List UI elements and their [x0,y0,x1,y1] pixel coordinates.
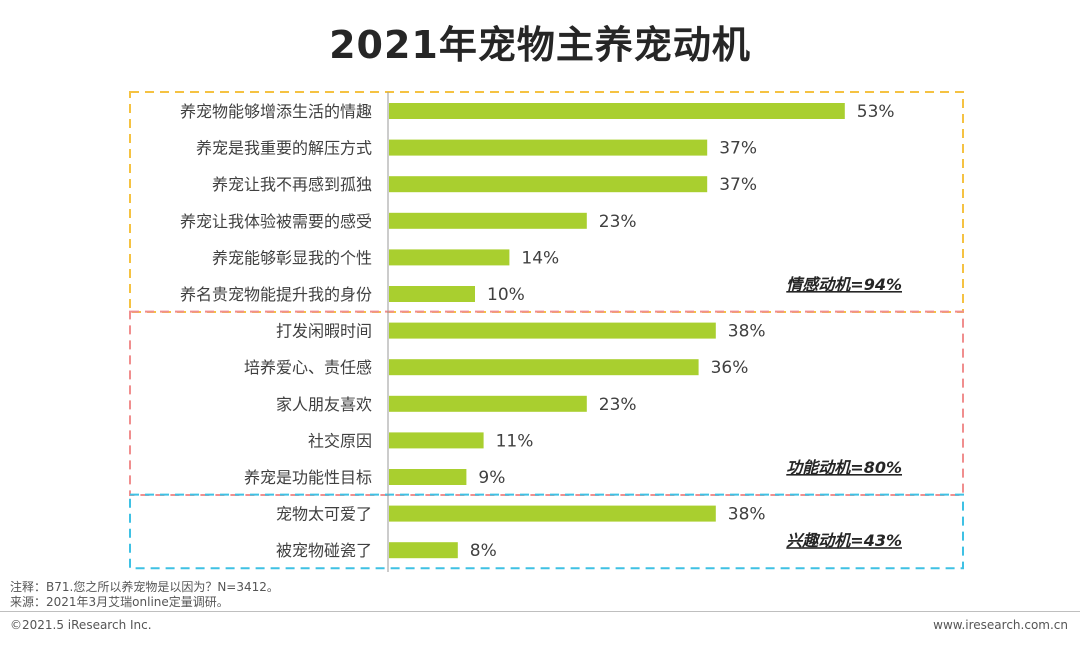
group-box-0 [129,91,964,313]
category-label-12: 被宠物碰瓷了 [276,541,372,560]
value-label-4: 14% [521,248,559,268]
category-label-4: 养宠能够彰显我的个性 [212,248,372,267]
bar-9 [389,432,484,449]
category-label-3: 养宠让我体验被需要的感受 [180,212,372,231]
category-label-8: 家人朋友喜欢 [276,395,372,414]
category-label-1: 养宠是我重要的解压方式 [196,139,372,158]
bar-0 [389,103,845,119]
bar-4 [389,249,510,266]
page-title: 2021年宠物主养宠动机 [329,23,751,67]
value-label-8: 23% [599,395,637,415]
value-label-3: 23% [599,212,637,232]
value-label-11: 38% [728,505,766,525]
category-label-0: 养宠物能够增添生活的情趣 [180,102,372,121]
value-label-7: 36% [711,358,749,378]
category-label-11: 宠物太可爱了 [276,505,372,524]
category-label-5: 养名贵宠物能提升我的身份 [180,285,372,304]
bar-8 [389,395,587,412]
group-box-1 [129,310,964,496]
footer-divider [0,611,1080,612]
category-label-6: 打发闲暇时间 [276,322,372,341]
bar-6 [389,322,716,339]
value-label-6: 38% [728,322,766,342]
bar-10 [389,469,467,485]
motivation-bar-chart: 养宠物能够增添生活的情趣养宠是我重要的解压方式养宠让我不再感到孤独养宠让我体验被… [129,91,964,572]
value-label-0: 53% [857,102,895,122]
category-labels: 养宠物能够增添生活的情趣养宠是我重要的解压方式养宠让我不再感到孤独养宠让我体验被… [180,102,372,560]
category-label-10: 养宠是功能性目标 [244,468,372,487]
footer-website: www.iresearch.com.cn [933,618,1068,632]
chart-note: 注释：B71.您之所以养宠物是以因为？N=3412。 [10,580,279,594]
value-label-1: 37% [719,139,757,159]
value-label-2: 37% [719,175,757,195]
bar-2 [389,176,708,193]
bar-5 [389,286,475,302]
value-label-9: 11% [496,431,534,451]
category-label-9: 社交原因 [308,431,372,450]
chart-source: 来源：2021年3月艾瑞online定量调研。 [10,595,229,609]
bar-1 [389,139,708,156]
value-label-12: 8% [470,541,497,561]
group-box-2 [129,493,964,570]
bar-11 [389,505,716,522]
category-label-7: 培养爱心、责任感 [244,358,372,377]
bar-12 [389,542,458,559]
bars [389,103,845,559]
group-label-0: 情感动机=94% [786,275,902,294]
group-label-1: 功能动机=80% [786,458,902,477]
footer-copyright: ©2021.5 iResearch Inc. [10,618,152,632]
group-boxes [129,91,964,570]
value-labels: 53% 37% 37% 23% 14% 10% 38% 36% 23% 11% 9% 38% 8% [470,102,895,561]
category-label-2: 养宠让我不再感到孤独 [212,175,372,194]
value-label-5: 10% [487,285,525,305]
group-labels: 情感动机=94% 功能动机=80% 兴趣动机=43% [786,275,902,550]
bar-3 [389,212,587,229]
value-label-10: 9% [478,468,505,488]
group-label-2: 兴趣动机=43% [786,531,902,550]
bar-7 [389,359,699,376]
